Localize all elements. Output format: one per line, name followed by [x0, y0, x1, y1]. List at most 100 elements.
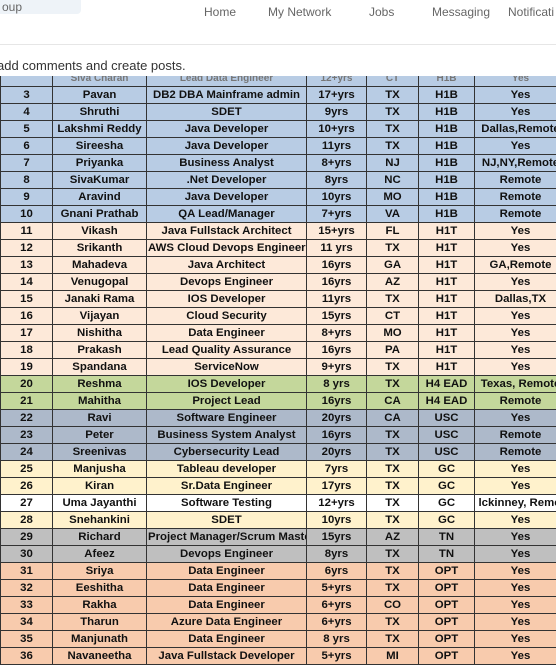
- table-row: 15 Janaki Rama IOS Developer 11yrs TX H1T Dall…: [0, 290, 556, 308]
- job-role: Data Engineer: [146, 579, 307, 597]
- visa-status: H1T: [418, 341, 475, 359]
- candidate-name: Richard: [52, 528, 147, 546]
- state: TX: [366, 443, 419, 461]
- row-number: 10: [0, 205, 53, 223]
- row-number: 28: [0, 511, 53, 529]
- nav-home[interactable]: Home: [204, 5, 237, 19]
- experience: 5+yrs: [306, 647, 367, 665]
- candidate-name: Janaki Rama: [52, 290, 147, 308]
- relocation: Yes: [474, 613, 556, 631]
- candidate-table: Siva Charan Lead Data Engineer 12+yrs CT H1B…: [0, 76, 556, 665]
- table-row: 35 Manjunath Data Engineer 8 yrs TX OPT Yes: [0, 630, 556, 648]
- row-number: 34: [0, 613, 53, 631]
- visa-status: USC: [418, 426, 475, 444]
- visa-status: H4 EAD: [418, 375, 475, 393]
- candidate-name: Priyanka: [52, 154, 147, 172]
- visa-status: OPT: [418, 647, 475, 665]
- state: CT: [366, 307, 419, 325]
- state: TX: [366, 375, 419, 393]
- row-number: 17: [0, 324, 53, 342]
- table-row: 23 Peter Business System Analyst 16yrs TX USC…: [0, 426, 556, 444]
- experience: 6+yrs: [306, 613, 367, 631]
- experience: 17+yrs: [306, 86, 367, 104]
- table-row: 21 Mahitha Project Lead 16yrs CA H4 EAD Remote: [0, 392, 556, 410]
- job-role: Data Engineer: [146, 630, 307, 648]
- row-number: 13: [0, 256, 53, 274]
- relocation: Yes: [474, 222, 556, 240]
- experience: 16yrs: [306, 273, 367, 291]
- table-row: 36 Navaneetha Java Fullstack Developer 5+yr…: [0, 647, 556, 665]
- relocation: Yes: [474, 511, 556, 529]
- visa-status: H1T: [418, 358, 475, 376]
- nav-jobs[interactable]: Jobs: [369, 5, 395, 19]
- table-row: 8 SivaKumar .Net Developer 8yrs NC H1B Remote: [0, 171, 556, 189]
- job-role: Devops Engineer: [146, 273, 307, 291]
- top-nav-bar: oup Home My Network Jobs Messaging Notif…: [0, 0, 556, 52]
- row-number: 16: [0, 307, 53, 325]
- job-role: Java Developer: [146, 120, 307, 138]
- table-row: 27 Uma Jayanthi Software Testing 12+yrs TX GC…: [0, 494, 556, 512]
- table-row: 3 Pavan DB2 DBA Mainframe admin 17+yrs TX H1B…: [0, 86, 556, 104]
- row-number: 33: [0, 596, 53, 614]
- row-number: 6: [0, 137, 53, 155]
- candidate-name: Uma Jayanthi: [52, 494, 147, 512]
- table-row: 6 Sireesha Java Developer 11yrs TX H1B Yes: [0, 137, 556, 155]
- row-number: 30: [0, 545, 53, 563]
- visa-status: H1T: [418, 222, 475, 240]
- state: TX: [366, 120, 419, 138]
- nav-my-network[interactable]: My Network: [268, 5, 332, 19]
- job-role: Project Manager/Scrum Maste: [146, 528, 307, 546]
- table-row: 32 Eeshitha Data Engineer 5+yrs TX OPT Yes: [0, 579, 556, 597]
- state: TX: [366, 239, 419, 257]
- row-number: 24: [0, 443, 53, 461]
- state: TX: [366, 103, 419, 121]
- search-input[interactable]: oup: [0, 0, 81, 14]
- row-number: 4: [0, 103, 53, 121]
- candidate-name: Ravi: [52, 409, 147, 427]
- job-role: SDET: [146, 103, 307, 121]
- table-row: 13 Mahadeva Java Architect 16yrs GA H1T GA,Rem…: [0, 256, 556, 274]
- state: TX: [366, 511, 419, 529]
- job-role: Azure Data Engineer: [146, 613, 307, 631]
- row-number: 19: [0, 358, 53, 376]
- visa-status: H1T: [418, 239, 475, 257]
- state: AZ: [366, 528, 419, 546]
- experience: 15yrs: [306, 528, 367, 546]
- nav-notifications[interactable]: Notificati: [508, 5, 555, 19]
- experience: 5+yrs: [306, 579, 367, 597]
- experience: 20yrs: [306, 443, 367, 461]
- candidate-name: Prakash: [52, 341, 147, 359]
- nav-messaging[interactable]: Messaging: [432, 5, 491, 19]
- row-number: 36: [0, 647, 53, 665]
- candidate-name: Shruthi: [52, 103, 147, 121]
- relocation: Dallas,TX: [474, 290, 556, 308]
- experience: 6yrs: [306, 562, 367, 580]
- relocation: Remote: [474, 188, 556, 206]
- visa-status: H1B: [418, 205, 475, 223]
- row-number: [0, 76, 53, 87]
- candidate-name: Afeez: [52, 545, 147, 563]
- state: CT: [366, 76, 419, 87]
- table-row: 33 Rakha Data Engineer 6+yrs CO OPT Yes: [0, 596, 556, 614]
- visa-status: H1B: [418, 86, 475, 104]
- visa-status: H1B: [418, 188, 475, 206]
- table-row: 20 Reshma IOS Developer 8 yrs TX H4 EAD Texas,…: [0, 375, 556, 393]
- job-role: ServiceNow: [146, 358, 307, 376]
- relocation: Remote: [474, 171, 556, 189]
- row-number: 8: [0, 171, 53, 189]
- visa-status: GC: [418, 460, 475, 478]
- spreadsheet-image: Siva Charan Lead Data Engineer 12+yrs CT H1B…: [0, 76, 556, 665]
- state: TX: [366, 358, 419, 376]
- relocation: Yes: [474, 76, 556, 87]
- experience: 9+yrs: [306, 358, 367, 376]
- visa-status: OPT: [418, 630, 475, 648]
- job-role: Sr.Data Engineer: [146, 477, 307, 495]
- experience: 16yrs: [306, 341, 367, 359]
- job-role: IOS Developer: [146, 375, 307, 393]
- state: TX: [366, 494, 419, 512]
- experience: 10yrs: [306, 188, 367, 206]
- job-role: Project Lead: [146, 392, 307, 410]
- experience: 12+yrs: [306, 76, 367, 87]
- job-role: DB2 DBA Mainframe admin: [146, 86, 307, 104]
- visa-status: H1B: [418, 120, 475, 138]
